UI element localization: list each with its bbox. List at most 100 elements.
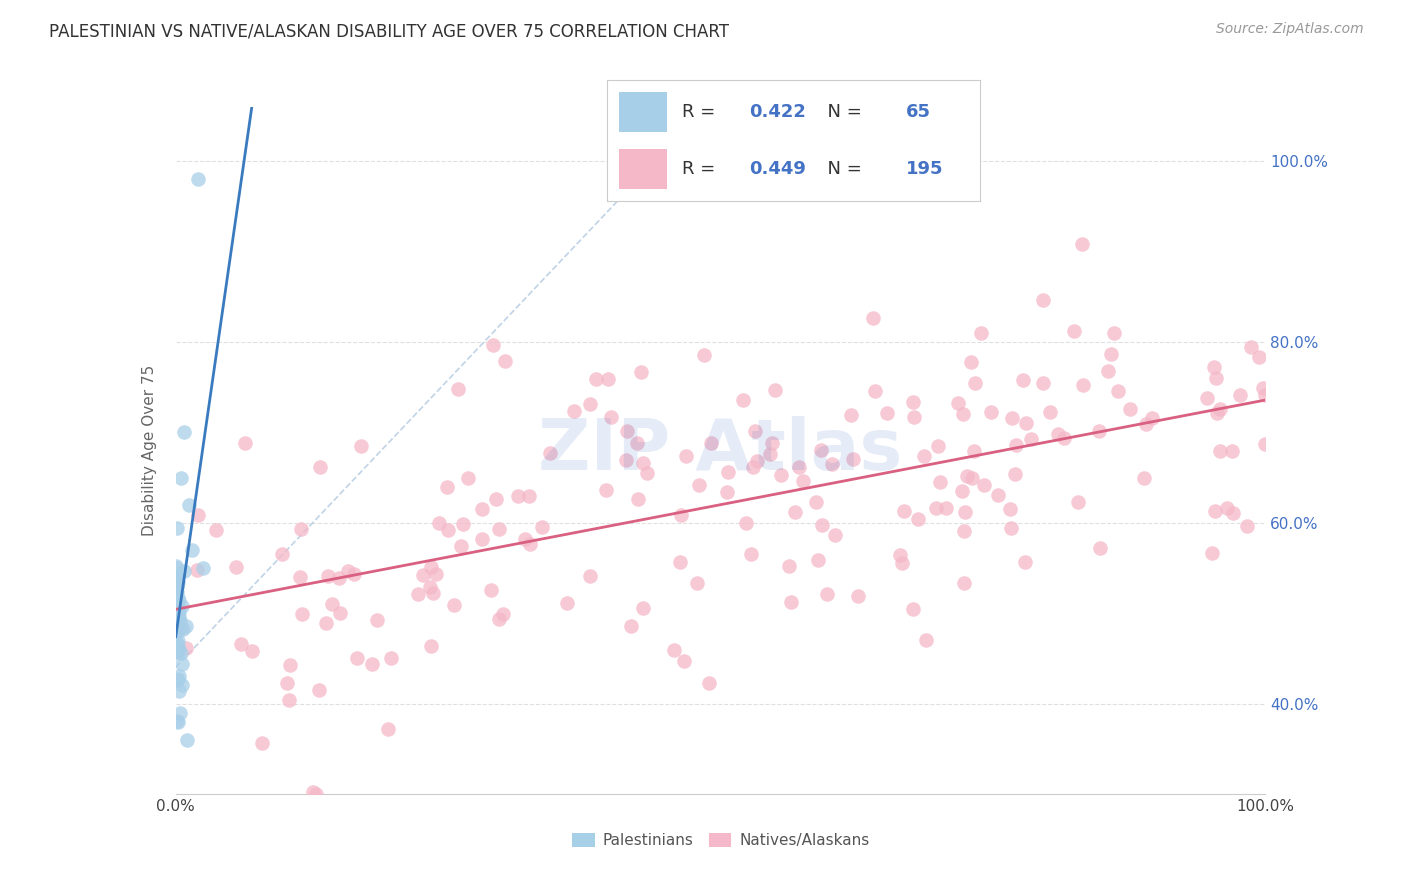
Point (863, 384, 886, 398)
Point (742, 459, 765, 474)
Point (862, 310, 884, 325)
Point (596, 371, 619, 385)
Point (960, 471, 983, 485)
Point (167, 643, 190, 657)
Point (631, 456, 654, 470)
Point (488, 611, 510, 625)
Text: R =: R = (682, 160, 721, 178)
Text: ZIP Atlas: ZIP Atlas (538, 416, 903, 485)
Point (1140, 411, 1163, 425)
Point (1071, 237, 1094, 252)
Text: 65: 65 (905, 103, 931, 121)
Point (1066, 494, 1088, 508)
Point (1004, 467, 1026, 482)
Point (925, 501, 948, 516)
Text: PALESTINIAN VS NATIVE/ALASKAN DISABILITY AGE OVER 75 CORRELATION CHART: PALESTINIAN VS NATIVE/ALASKAN DISABILITY… (49, 22, 730, 40)
Point (513, 533, 536, 547)
Point (987, 487, 1010, 501)
Point (1204, 504, 1226, 518)
Point (688, 477, 710, 491)
Point (437, 523, 460, 537)
Point (1253, 437, 1275, 451)
Point (889, 549, 911, 563)
Point (952, 408, 974, 422)
Point (965, 376, 987, 391)
Point (763, 383, 786, 397)
Point (785, 506, 807, 520)
Point (169, 614, 191, 628)
Point (780, 595, 803, 609)
Text: Source: ZipAtlas.com: Source: ZipAtlas.com (1216, 22, 1364, 37)
Y-axis label: Disability Age Over 75: Disability Age Over 75 (142, 365, 157, 536)
Point (1204, 360, 1226, 375)
Point (626, 436, 648, 450)
Point (633, 601, 655, 615)
Point (167, 574, 190, 589)
Point (166, 714, 188, 728)
Point (360, 657, 382, 671)
Point (927, 439, 949, 453)
Point (600, 409, 623, 424)
Point (952, 576, 974, 591)
Point (191, 561, 214, 575)
Point (953, 524, 976, 538)
Point (1063, 324, 1085, 338)
Point (170, 657, 193, 671)
Point (167, 640, 190, 655)
Point (166, 640, 188, 654)
Point (1039, 405, 1062, 419)
Point (970, 326, 993, 341)
Point (627, 491, 650, 506)
Point (166, 574, 188, 588)
Point (1053, 431, 1076, 445)
Point (595, 483, 617, 497)
Point (929, 475, 952, 490)
Point (166, 620, 188, 634)
Point (815, 587, 838, 601)
Point (166, 579, 188, 593)
Point (186, 564, 208, 578)
Point (747, 454, 769, 468)
Point (290, 570, 312, 584)
Point (1088, 424, 1111, 438)
Point (176, 732, 198, 747)
Point (699, 435, 721, 450)
Point (1001, 410, 1024, 425)
Point (579, 569, 602, 583)
Point (562, 404, 585, 418)
Point (770, 467, 793, 482)
Point (778, 559, 800, 574)
Point (165, 561, 187, 575)
Point (935, 500, 957, 515)
Point (484, 492, 506, 507)
Point (252, 736, 274, 750)
Point (337, 564, 360, 578)
Point (1032, 376, 1054, 391)
Point (517, 489, 540, 503)
Point (980, 405, 1002, 419)
Point (1220, 444, 1243, 458)
Point (443, 598, 465, 612)
Point (166, 579, 188, 593)
Point (166, 673, 188, 687)
Point (305, 787, 328, 801)
Point (166, 608, 188, 623)
Point (343, 566, 366, 581)
Point (315, 615, 337, 630)
Point (165, 614, 187, 628)
Point (316, 568, 339, 582)
Point (471, 502, 494, 516)
Point (492, 607, 515, 621)
Point (1119, 402, 1142, 417)
Point (425, 567, 447, 582)
Point (901, 602, 924, 616)
Point (167, 684, 190, 698)
Point (1215, 501, 1237, 516)
Point (731, 393, 754, 408)
Point (735, 516, 758, 531)
Point (893, 503, 915, 517)
Point (451, 516, 474, 531)
Point (1071, 377, 1094, 392)
Point (186, 172, 209, 186)
Point (1236, 519, 1258, 533)
